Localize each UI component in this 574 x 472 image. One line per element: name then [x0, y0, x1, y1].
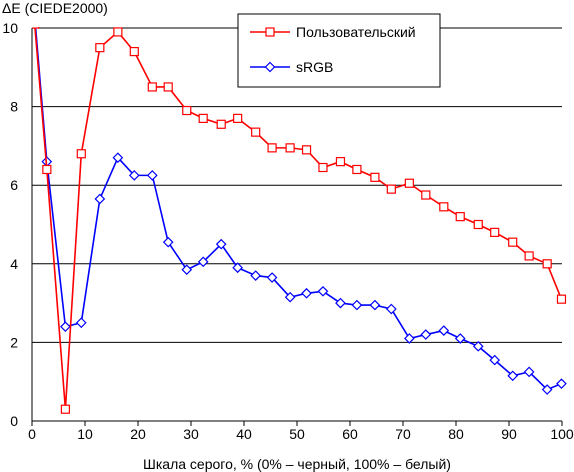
y-tick-label: 2	[10, 334, 18, 350]
data-point-srgb	[301, 287, 312, 299]
data-point-custom	[439, 202, 449, 212]
data-point-srgb	[351, 299, 363, 311]
data-point-custom	[42, 164, 52, 175]
x-tick-label: 90	[501, 426, 517, 442]
data-point-custom	[455, 212, 465, 222]
data-point-custom	[60, 404, 70, 414]
data-point-srgb	[317, 285, 329, 297]
data-point-custom	[163, 82, 173, 92]
data-point-custom	[473, 219, 483, 230]
data-point-custom	[32, 27, 40, 29]
data-point-srgb	[128, 170, 140, 181]
data-point-srgb	[523, 366, 535, 378]
data-point-custom	[404, 178, 414, 188]
data-point-srgb	[385, 303, 397, 315]
data-point-custom	[352, 164, 362, 175]
data-point-custom	[233, 113, 243, 123]
data-point-custom	[76, 149, 86, 159]
data-point-custom	[198, 113, 208, 123]
data-point-custom	[542, 259, 552, 269]
data-point-srgb	[146, 170, 158, 181]
data-point-custom	[285, 143, 295, 153]
data-point-custom	[267, 143, 277, 153]
legend-marker-srgb	[264, 61, 276, 73]
data-point-srgb	[94, 193, 106, 205]
data-point-custom	[182, 105, 192, 116]
data-point-srgb	[369, 299, 381, 311]
x-tick-label: 10	[77, 426, 93, 442]
data-point-custom	[95, 43, 105, 53]
series-layer	[32, 27, 567, 414]
grid	[32, 27, 562, 343]
data-point-srgb	[420, 329, 432, 340]
x-tick-label: 0	[28, 426, 36, 442]
data-point-custom	[301, 145, 312, 155]
data-point-srgb	[197, 256, 209, 268]
data-point-srgb	[266, 272, 278, 283]
x-axis-label: Шкала серого, % (0% – черный, 100% – бел…	[143, 456, 451, 472]
data-point-custom	[370, 172, 380, 182]
x-tick-label: 50	[289, 426, 305, 442]
y-tick-label: 4	[10, 256, 18, 272]
data-point-srgb	[454, 333, 466, 344]
data-point-custom	[524, 251, 534, 261]
y-tick-label: 0	[10, 413, 18, 429]
data-point-srgb	[541, 384, 553, 395]
data-point-srgb	[556, 378, 567, 390]
data-point-custom	[216, 119, 226, 129]
data-point-srgb	[162, 236, 174, 248]
data-point-srgb	[232, 262, 243, 274]
x-tick-label: 20	[130, 426, 146, 442]
y-tick-label: 8	[10, 99, 18, 115]
legend-box	[237, 13, 441, 88]
data-point-srgb	[75, 317, 87, 329]
data-point-srgb	[438, 325, 450, 336]
data-point-custom	[335, 157, 346, 167]
data-point-custom	[147, 82, 157, 92]
y-tick-label: 6	[10, 177, 18, 193]
axes	[31, 28, 563, 426]
x-tick-label: 70	[395, 426, 411, 442]
data-point-srgb	[112, 152, 124, 164]
data-point-custom	[556, 294, 567, 304]
data-point-custom	[318, 162, 328, 173]
data-point-custom	[129, 46, 139, 57]
data-point-custom	[113, 27, 123, 37]
data-point-srgb	[404, 333, 415, 344]
y-axis-label: ΔE (CIEDE2000)	[2, 0, 108, 16]
x-tick-label: 30	[183, 426, 199, 442]
data-point-srgb	[181, 264, 193, 276]
series-custom	[32, 27, 567, 414]
data-point-srgb	[507, 370, 519, 382]
data-point-custom	[386, 184, 396, 194]
x-tick-label: 100	[550, 426, 574, 442]
x-tick-label: 40	[236, 426, 252, 442]
data-point-srgb	[489, 354, 501, 366]
data-point-srgb	[284, 291, 296, 303]
data-point-srgb	[215, 238, 227, 250]
legend-label-custom: Пользовательский	[296, 24, 416, 40]
data-point-srgb	[472, 340, 484, 352]
data-point-srgb	[250, 270, 262, 281]
data-point-custom	[421, 190, 431, 200]
x-tick-label: 80	[448, 426, 464, 442]
data-point-custom	[490, 227, 500, 237]
legend-marker-custom	[265, 27, 275, 37]
legend: Пользовательский sRGB	[237, 13, 441, 88]
y-tick-label: 10	[2, 20, 18, 36]
legend-label-srgb: sRGB	[296, 59, 333, 75]
data-point-custom	[508, 237, 518, 247]
data-point-custom	[251, 127, 261, 137]
data-point-srgb	[60, 321, 71, 333]
data-point-srgb	[335, 297, 346, 309]
x-tick-label: 60	[342, 426, 358, 442]
